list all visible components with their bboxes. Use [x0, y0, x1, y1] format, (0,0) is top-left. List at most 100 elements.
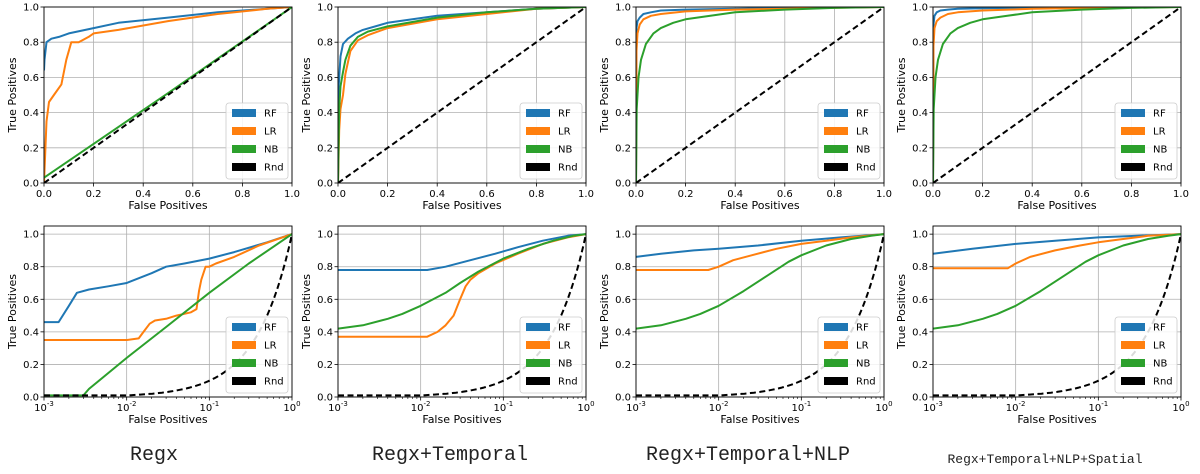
legend-swatch-rnd	[232, 163, 256, 171]
y-axis-label: True Positives	[895, 57, 908, 133]
series-line-lr	[933, 7, 1181, 183]
y-tick-label: 0.0	[615, 179, 631, 190]
y-tick-label: 0.8	[615, 262, 631, 273]
legend-label-nb: NB	[856, 145, 870, 156]
legend-box	[519, 316, 583, 394]
y-tick-label: 1.0	[317, 3, 333, 14]
legend-label-nb: NB	[264, 359, 278, 370]
y-tick-label: 0.8	[23, 262, 39, 273]
y-tick-label: 1.0	[615, 230, 631, 241]
column-label-regx-temporal-nlp: Regx+Temporal+NLP	[645, 444, 851, 467]
x-tick-label: 0.4	[429, 189, 445, 200]
series-line-nb	[338, 233, 586, 330]
x-tick-label: 10-2	[411, 400, 431, 414]
x-tick-label: 1.0	[284, 189, 300, 200]
legend-box	[519, 102, 583, 180]
legend-label-rf: RF	[1153, 323, 1166, 334]
legend: RF LR NB Rnd	[1114, 316, 1178, 394]
legend: RF LR NB Rnd	[1114, 102, 1178, 180]
y-tick-label: 0.4	[23, 327, 39, 338]
y-tick-label: 0.0	[615, 393, 631, 404]
roc-panel-row2-col4: 0.00.20.40.60.81.010-3 10-2 10-1 100RFLRNBR…	[895, 225, 1190, 426]
legend-label-rnd: Rnd	[1153, 377, 1173, 388]
roc-panel-row1-col2: 0.0 0.2 0.4 0.6 0.8 1.0 0.0 0.2 0.4 0.6 0.8 1.0 RF LR…	[300, 3, 594, 213]
legend-label-nb: NB	[1153, 145, 1167, 156]
legend: RF LR NB Rnd	[225, 102, 289, 180]
y-axis-label: True Positives	[300, 274, 313, 350]
series-line-rf	[933, 7, 1181, 183]
plot-frame	[43, 225, 293, 398]
series-line-rnd	[636, 7, 884, 183]
legend-swatch-nb	[824, 145, 848, 153]
y-tick-label: 0.2	[317, 360, 333, 371]
series-line-nb	[933, 7, 1181, 183]
legend-label-nb: NB	[558, 359, 572, 370]
y-tick-label: 0.2	[615, 143, 631, 154]
x-tick-label: 0.8	[826, 189, 842, 200]
series-line-lr	[636, 233, 884, 271]
column-label-regx: Regx	[129, 444, 178, 467]
y-tick-label: 1.0	[912, 3, 928, 14]
legend-swatch-nb	[1121, 359, 1145, 367]
x-tick-label: 100	[875, 400, 892, 414]
column-label-regx-temporal-nlp-spatial: Regx+Temporal+NLP+Spatial	[947, 452, 1143, 467]
y-tick-label: 0.8	[23, 38, 39, 49]
x-tick-label: 100	[283, 400, 300, 414]
x-tick-label: 0.4	[135, 189, 151, 200]
y-tick-label: 0.8	[317, 38, 333, 49]
series-line-rf	[44, 7, 292, 71]
series-line-nb	[636, 233, 884, 330]
x-tick-label: 0.2	[678, 189, 694, 200]
x-tick-label: 0.0	[36, 189, 52, 200]
y-tick-label: 0.0	[912, 393, 928, 404]
y-tick-label: 0.0	[317, 393, 333, 404]
x-axis-label: False Positives	[720, 199, 800, 212]
series-line-nb	[44, 7, 292, 179]
plot-frame	[43, 6, 293, 184]
legend-box	[817, 316, 881, 394]
x-tick-label: 10-3	[34, 400, 54, 414]
legend-label-rnd: Rnd	[558, 163, 578, 174]
plot-frame	[337, 6, 587, 184]
series-line-rf	[636, 233, 884, 258]
series-line-lr	[933, 233, 1181, 270]
x-tick-label: 0.4	[1024, 189, 1040, 200]
legend-label-lr: LR	[1153, 341, 1166, 352]
legend-swatch-lr	[232, 341, 256, 349]
y-axis-label: True Positives	[598, 57, 611, 133]
legend-swatch-rf	[824, 323, 848, 331]
legend-swatch-rnd	[824, 163, 848, 171]
legend-label-lr: LR	[558, 341, 571, 352]
series-line-nb	[933, 233, 1181, 330]
y-tick-label: 1.0	[23, 230, 39, 241]
x-tick-label: 10-1	[791, 400, 811, 414]
legend-swatch-rnd	[526, 163, 550, 171]
x-tick-label: 0.6	[1074, 189, 1090, 200]
y-tick-label: 0.4	[23, 108, 39, 119]
y-tick-label: 1.0	[23, 3, 39, 14]
legend-swatch-nb	[526, 145, 550, 153]
legend-swatch-lr	[824, 127, 848, 135]
legend-label-lr: LR	[264, 341, 277, 352]
legend-swatch-rnd	[1121, 377, 1145, 385]
y-tick-label: 0.8	[317, 262, 333, 273]
series-line-rf	[933, 233, 1181, 255]
y-tick-label: 0.2	[912, 360, 928, 371]
roc-panel-row2-col3: 0.00.20.40.60.81.010-3 10-2 10-1 100RFLRNBR…	[598, 225, 893, 426]
legend-swatch-nb	[526, 359, 550, 367]
x-axis-label: False Positives	[128, 199, 208, 212]
series-line-lr	[338, 7, 586, 183]
x-tick-label: 10-3	[328, 400, 348, 414]
x-tick-label: 10-1	[493, 400, 513, 414]
series-line-rnd	[338, 7, 586, 183]
x-tick-label: 10-2	[117, 400, 137, 414]
legend-label-nb: NB	[558, 145, 572, 156]
x-tick-label: 0.6	[185, 189, 201, 200]
legend-label-lr: LR	[856, 341, 869, 352]
roc-panel-row1-col1: 0.0 0.2 0.4 0.6 0.8 1.0 0.0 0.2 0.4 0.6 0.8 1.0 RF LR…	[6, 3, 300, 213]
x-tick-label: 1.0	[1173, 189, 1189, 200]
legend-box	[1114, 102, 1178, 180]
x-axis-label: False Positives	[128, 413, 208, 426]
series-line-rf	[44, 233, 292, 324]
